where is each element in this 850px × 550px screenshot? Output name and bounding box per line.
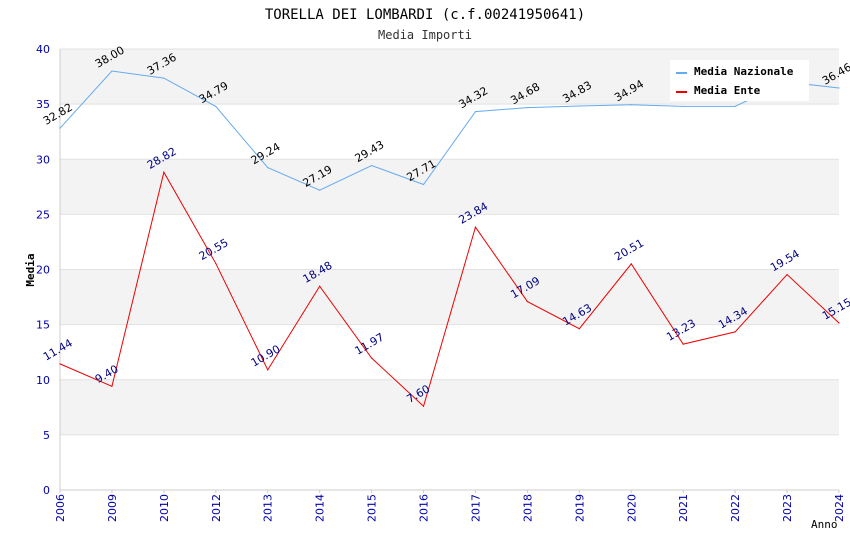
x-tick-label: 2014 [314, 494, 327, 522]
data-point [319, 189, 321, 191]
data-point [267, 369, 269, 371]
data-point [682, 343, 684, 345]
legend-box [670, 60, 809, 101]
y-axis-label: Media [24, 253, 37, 286]
data-point [630, 263, 632, 265]
x-tick-labels: 2006 2009 2010 2012 2013 2014 2015 2016 2017 2018… [54, 494, 846, 522]
data-point [474, 111, 477, 113]
grid-bands [60, 49, 839, 490]
legend-label-nazionale: Media Nazionale [694, 65, 794, 78]
data-point [111, 385, 113, 387]
grid-band [60, 434, 839, 490]
data-point [319, 285, 321, 287]
x-tick-label: 2020 [625, 494, 638, 522]
x-tick-label: 2019 [573, 494, 586, 522]
data-point [734, 105, 736, 107]
y-tick-label: 40 [36, 43, 50, 56]
chart-title: TORELLA DEI LOMBARDI (c.f.00241950641) [265, 7, 585, 23]
data-point [371, 164, 373, 167]
x-tick-label: 2022 [729, 494, 742, 522]
x-tick-label: 2018 [521, 494, 534, 522]
data-point [111, 70, 113, 72]
y-tick-label: 25 [36, 208, 50, 221]
x-axis-label: Anno [811, 518, 838, 531]
chart-subtitle: Media Importi [378, 28, 472, 42]
x-tick-label: 2015 [366, 494, 379, 522]
legend-label-ente: Media Ente [694, 84, 761, 97]
grid-band [60, 214, 839, 270]
x-tick-label: 2006 [54, 494, 67, 522]
data-point [526, 300, 529, 303]
x-tick-label: 2010 [158, 494, 171, 522]
y-tick-label: 35 [36, 98, 50, 111]
x-tick-label: 2013 [262, 494, 275, 522]
data-point [215, 105, 217, 108]
x-tick-label: 2024 [833, 494, 846, 522]
data-point [59, 127, 61, 129]
y-tick-label: 15 [36, 319, 50, 332]
grid-band [60, 379, 839, 435]
data-point [838, 322, 840, 324]
axes [59, 49, 840, 493]
series-group [59, 70, 840, 408]
x-tick-label: 2012 [210, 494, 223, 522]
grid-band [60, 159, 839, 215]
data-point [734, 331, 736, 333]
data-point [422, 183, 425, 186]
y-tick-label: 20 [36, 264, 50, 277]
data-point [682, 105, 684, 107]
data-point [578, 105, 580, 107]
series-line-media-ente [59, 170, 840, 408]
x-tick-label: 2017 [469, 494, 482, 522]
data-point [59, 363, 61, 365]
x-tick-label: 2009 [106, 494, 119, 522]
data-point [786, 273, 788, 276]
data-point [526, 107, 529, 109]
y-tick-labels: 0 5 10 15 20 25 30 35 40 [36, 43, 50, 497]
data-point [163, 171, 165, 173]
data-point [630, 104, 632, 106]
data-point [267, 167, 269, 169]
x-tick-label: 2016 [418, 494, 431, 522]
series-line-media-nazionale [59, 70, 840, 191]
data-point [215, 262, 217, 265]
grid-band [60, 324, 839, 380]
y-tick-label: 30 [36, 153, 50, 166]
data-point [474, 226, 477, 228]
x-tick-label: 2023 [781, 494, 794, 522]
data-point [163, 77, 165, 79]
data-point [371, 357, 373, 359]
x-tick-label: 2021 [677, 494, 690, 522]
y-tick-label: 10 [36, 374, 50, 387]
legend: Media Nazionale Media Ente [670, 60, 809, 101]
data-point [838, 87, 840, 89]
y-tick-label: 0 [43, 484, 50, 497]
y-tick-label: 5 [43, 429, 50, 442]
data-point [578, 328, 580, 330]
data-point [422, 405, 425, 407]
grid-band [60, 104, 839, 160]
